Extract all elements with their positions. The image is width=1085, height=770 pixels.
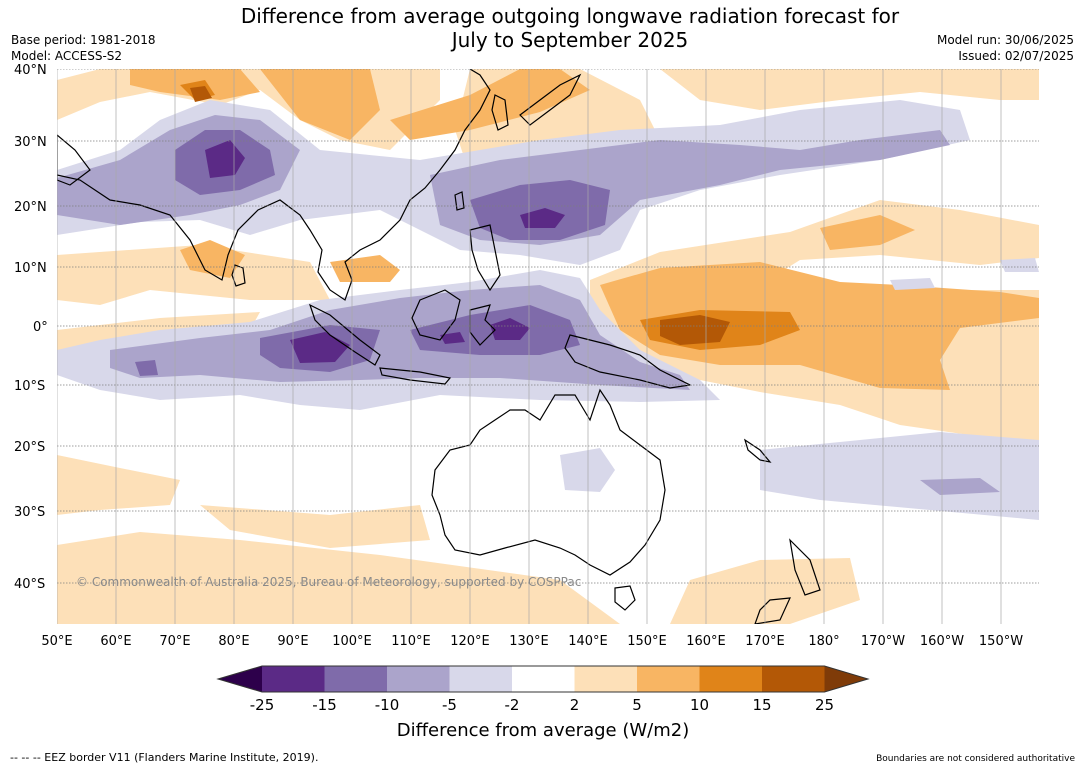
borneo-coast xyxy=(411,289,461,341)
title-line-2: July to September 2025 xyxy=(451,28,689,52)
colorbar-title: Difference from average (W/m2) xyxy=(397,720,689,741)
tasmania-coast xyxy=(614,585,636,611)
colorbar-tick-label: 10 xyxy=(690,696,709,714)
boundaries-disclaimer: Boundaries are not considered authoritat… xyxy=(876,754,1075,764)
latitude-labels: 40°N 30°N 20°N 10°N 0° 10°S 20°S 30°S 40… xyxy=(14,63,48,592)
lat-label: 30°S xyxy=(14,505,45,520)
sri-lanka-coast xyxy=(231,264,246,287)
model-name: Model: ACCESS-S2 xyxy=(11,49,123,63)
lon-label: 100°E xyxy=(332,634,372,649)
lon-label: 160°W xyxy=(920,634,964,649)
colorbar-tick-label: -25 xyxy=(250,696,275,714)
colorbar-under-arrow xyxy=(218,666,262,692)
lon-label: 120°E xyxy=(450,634,490,649)
colorbar-swatch xyxy=(637,666,700,692)
lon-label: 180° xyxy=(808,634,839,649)
colorbar-tick-label: 5 xyxy=(632,696,642,714)
taiwan-coast xyxy=(454,191,465,211)
new-guinea-coast xyxy=(564,334,692,389)
base-period: Base period: 1981-2018 xyxy=(11,33,156,47)
colorbar-swatch xyxy=(574,666,637,692)
lon-label: 150°W xyxy=(979,634,1023,649)
title-line-1: Difference from average outgoing longwav… xyxy=(240,4,900,28)
colorbar: -25 -15 -10 -5 -2 2 5 10 15 25 Differenc… xyxy=(216,665,870,741)
colorbar-swatch xyxy=(762,666,825,692)
colorbar-swatch xyxy=(324,666,387,692)
lat-label: 10°N xyxy=(14,261,47,276)
lon-label: 80°E xyxy=(218,634,249,649)
lat-label: 40°N xyxy=(14,63,47,78)
lat-label: 20°S xyxy=(14,440,45,455)
lon-label: 90°E xyxy=(277,634,308,649)
model-run-date: Model run: 30/06/2025 xyxy=(936,33,1074,47)
colorbar-swatch xyxy=(449,666,512,692)
colorbar-tick-label: -5 xyxy=(442,696,457,714)
new-zealand-coast xyxy=(754,538,821,624)
colorbar-swatch xyxy=(699,666,762,692)
lon-label: 110°E xyxy=(391,634,431,649)
arabia-coast xyxy=(57,134,91,186)
coastlines xyxy=(57,69,821,624)
lon-label: 60°E xyxy=(100,634,131,649)
lon-label: 170°E xyxy=(745,634,785,649)
colorbar-tick-label: 2 xyxy=(570,696,580,714)
colorbar-swatch xyxy=(512,666,575,692)
map-title: Difference from average outgoing longwav… xyxy=(150,4,990,52)
asia-mainland-coast xyxy=(57,69,491,301)
colorbar-swatch xyxy=(262,666,325,692)
lat-label: 0° xyxy=(33,320,48,335)
philippines-coast xyxy=(469,224,501,292)
colorbar-tick-label: -15 xyxy=(312,696,337,714)
australia-coast xyxy=(431,388,666,576)
anomaly-field: © Commonwealth of Australia 2025, Bureau… xyxy=(57,69,1039,624)
japan-coast xyxy=(519,73,582,126)
lat-label: 20°N xyxy=(14,200,47,215)
lon-label: 160°E xyxy=(686,634,726,649)
lon-label: 150°E xyxy=(627,634,667,649)
colorbar-ticks: -25 -15 -10 -5 -2 2 5 10 15 25 xyxy=(250,696,834,714)
colorbar-tick-label: -10 xyxy=(375,696,400,714)
lat-label: 40°S xyxy=(14,577,45,592)
colorbar-tick-label: -2 xyxy=(505,696,520,714)
lon-label: 170°W xyxy=(861,634,905,649)
anomaly-contours-neg-15-25 xyxy=(205,140,565,363)
model-info: Base period: 1981-2018 Model: ACCESS-S2 xyxy=(11,32,156,64)
lon-label: 70°E xyxy=(159,634,190,649)
sumatra-coast xyxy=(308,303,381,366)
korea-coast xyxy=(491,94,509,131)
colorbar-over-arrow xyxy=(824,666,868,692)
colorbar-swatch xyxy=(387,666,450,692)
lon-label: 50°E xyxy=(41,634,72,649)
lon-label: 140°E xyxy=(568,634,608,649)
run-info: Model run: 30/06/2025 Issued: 02/07/2025 xyxy=(937,32,1074,64)
java-coast xyxy=(379,367,452,385)
copyright-notice: © Commonwealth of Australia 2025, Bureau… xyxy=(76,575,581,589)
longitude-gridlines xyxy=(57,69,1002,624)
colorbar-tick-label: 15 xyxy=(752,696,771,714)
colorbar-outline xyxy=(216,665,870,693)
colorbar-tick-label: 25 xyxy=(815,696,834,714)
lat-label: 30°N xyxy=(14,135,47,150)
eez-border-legend: -- -- -- EEZ border V11 (Flanders Marine… xyxy=(10,751,319,764)
lat-label: 10°S xyxy=(14,379,45,394)
issued-date: Issued: 02/07/2025 xyxy=(958,49,1074,63)
anomaly-contours-15-25 xyxy=(190,86,730,345)
longitude-labels: 50°E 60°E 70°E 80°E 90°E 100°E 110°E 120… xyxy=(41,634,1023,649)
lon-label: 130°E xyxy=(509,634,549,649)
